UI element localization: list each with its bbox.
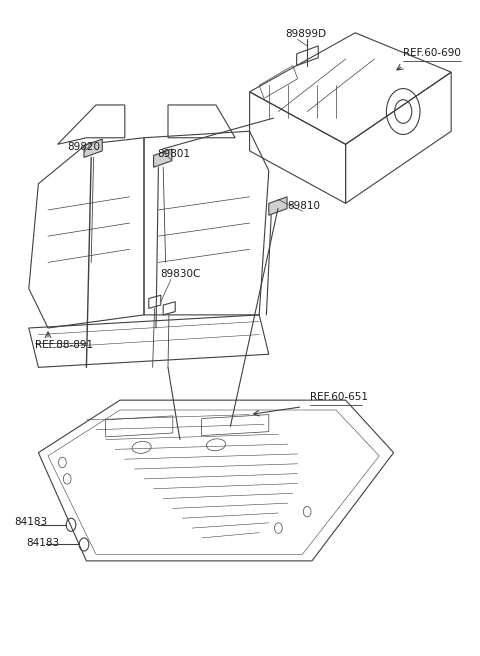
Text: REF.60-651: REF.60-651 <box>310 392 368 402</box>
Polygon shape <box>154 149 172 167</box>
Text: 84183: 84183 <box>26 538 60 548</box>
Text: 84183: 84183 <box>14 517 48 527</box>
Polygon shape <box>269 197 287 215</box>
Text: 89830C: 89830C <box>160 270 200 279</box>
Text: REF.88-891: REF.88-891 <box>35 340 93 350</box>
Text: 89820: 89820 <box>67 142 100 152</box>
Text: 89899D: 89899D <box>286 30 327 39</box>
Polygon shape <box>84 139 102 157</box>
Text: 89801: 89801 <box>157 150 191 159</box>
Text: REF.60-690: REF.60-690 <box>403 48 461 58</box>
Text: 89810: 89810 <box>287 201 320 211</box>
